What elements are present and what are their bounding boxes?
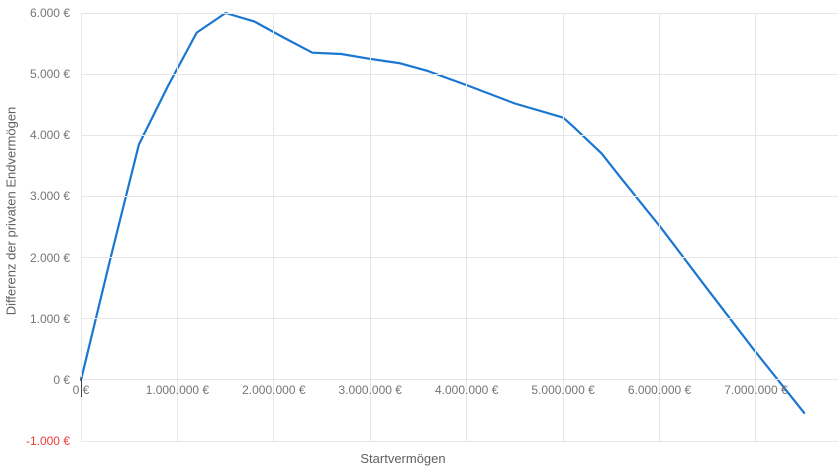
x-tick-label: 1.000.000 € — [145, 383, 210, 397]
x-gridline — [659, 13, 661, 441]
x-gridline — [466, 13, 468, 441]
y-gridline — [81, 195, 838, 197]
y-gridline — [81, 379, 838, 381]
x-tick-label: 2.000.000 € — [242, 383, 306, 397]
x-axis-title: Startvermögen — [360, 451, 446, 466]
x-gridline — [369, 13, 371, 441]
y-tick-label: 4.000 € — [29, 128, 70, 143]
x-tick-label: 5.000.000 € — [531, 383, 595, 397]
y-gridline — [81, 73, 838, 75]
y-tick-label: 0 € — [53, 372, 70, 387]
y-gridline — [81, 440, 838, 442]
x-gridline — [755, 13, 757, 441]
y-tick-label: 5.000 € — [29, 67, 70, 82]
y-tick-label: -1.000 € — [25, 434, 70, 448]
y-tick-label: 3.000 € — [29, 189, 70, 204]
y-gridline — [81, 134, 838, 136]
x-tick-label: 3.000.000 € — [338, 383, 402, 397]
x-tick-label: 4.000.000 € — [434, 383, 499, 397]
y-gridline — [81, 257, 838, 259]
series-line[interactable] — [79, 11, 806, 414]
x-gridline — [562, 13, 564, 441]
x-gridline — [273, 13, 275, 441]
x-gridline — [80, 13, 82, 441]
y-gridline — [81, 12, 838, 14]
x-gridline — [176, 13, 178, 441]
origin-axis-tick — [80, 377, 82, 397]
y-tick-label: 6.000 € — [29, 6, 70, 20]
x-tick-label: 7.000.000 € — [724, 383, 788, 397]
y-tick-label: 1.000 € — [29, 311, 70, 326]
y-tick-label: 2.000 € — [29, 250, 70, 265]
x-tick-label: 6.000.000 € — [627, 383, 692, 397]
y-gridline — [81, 318, 838, 320]
